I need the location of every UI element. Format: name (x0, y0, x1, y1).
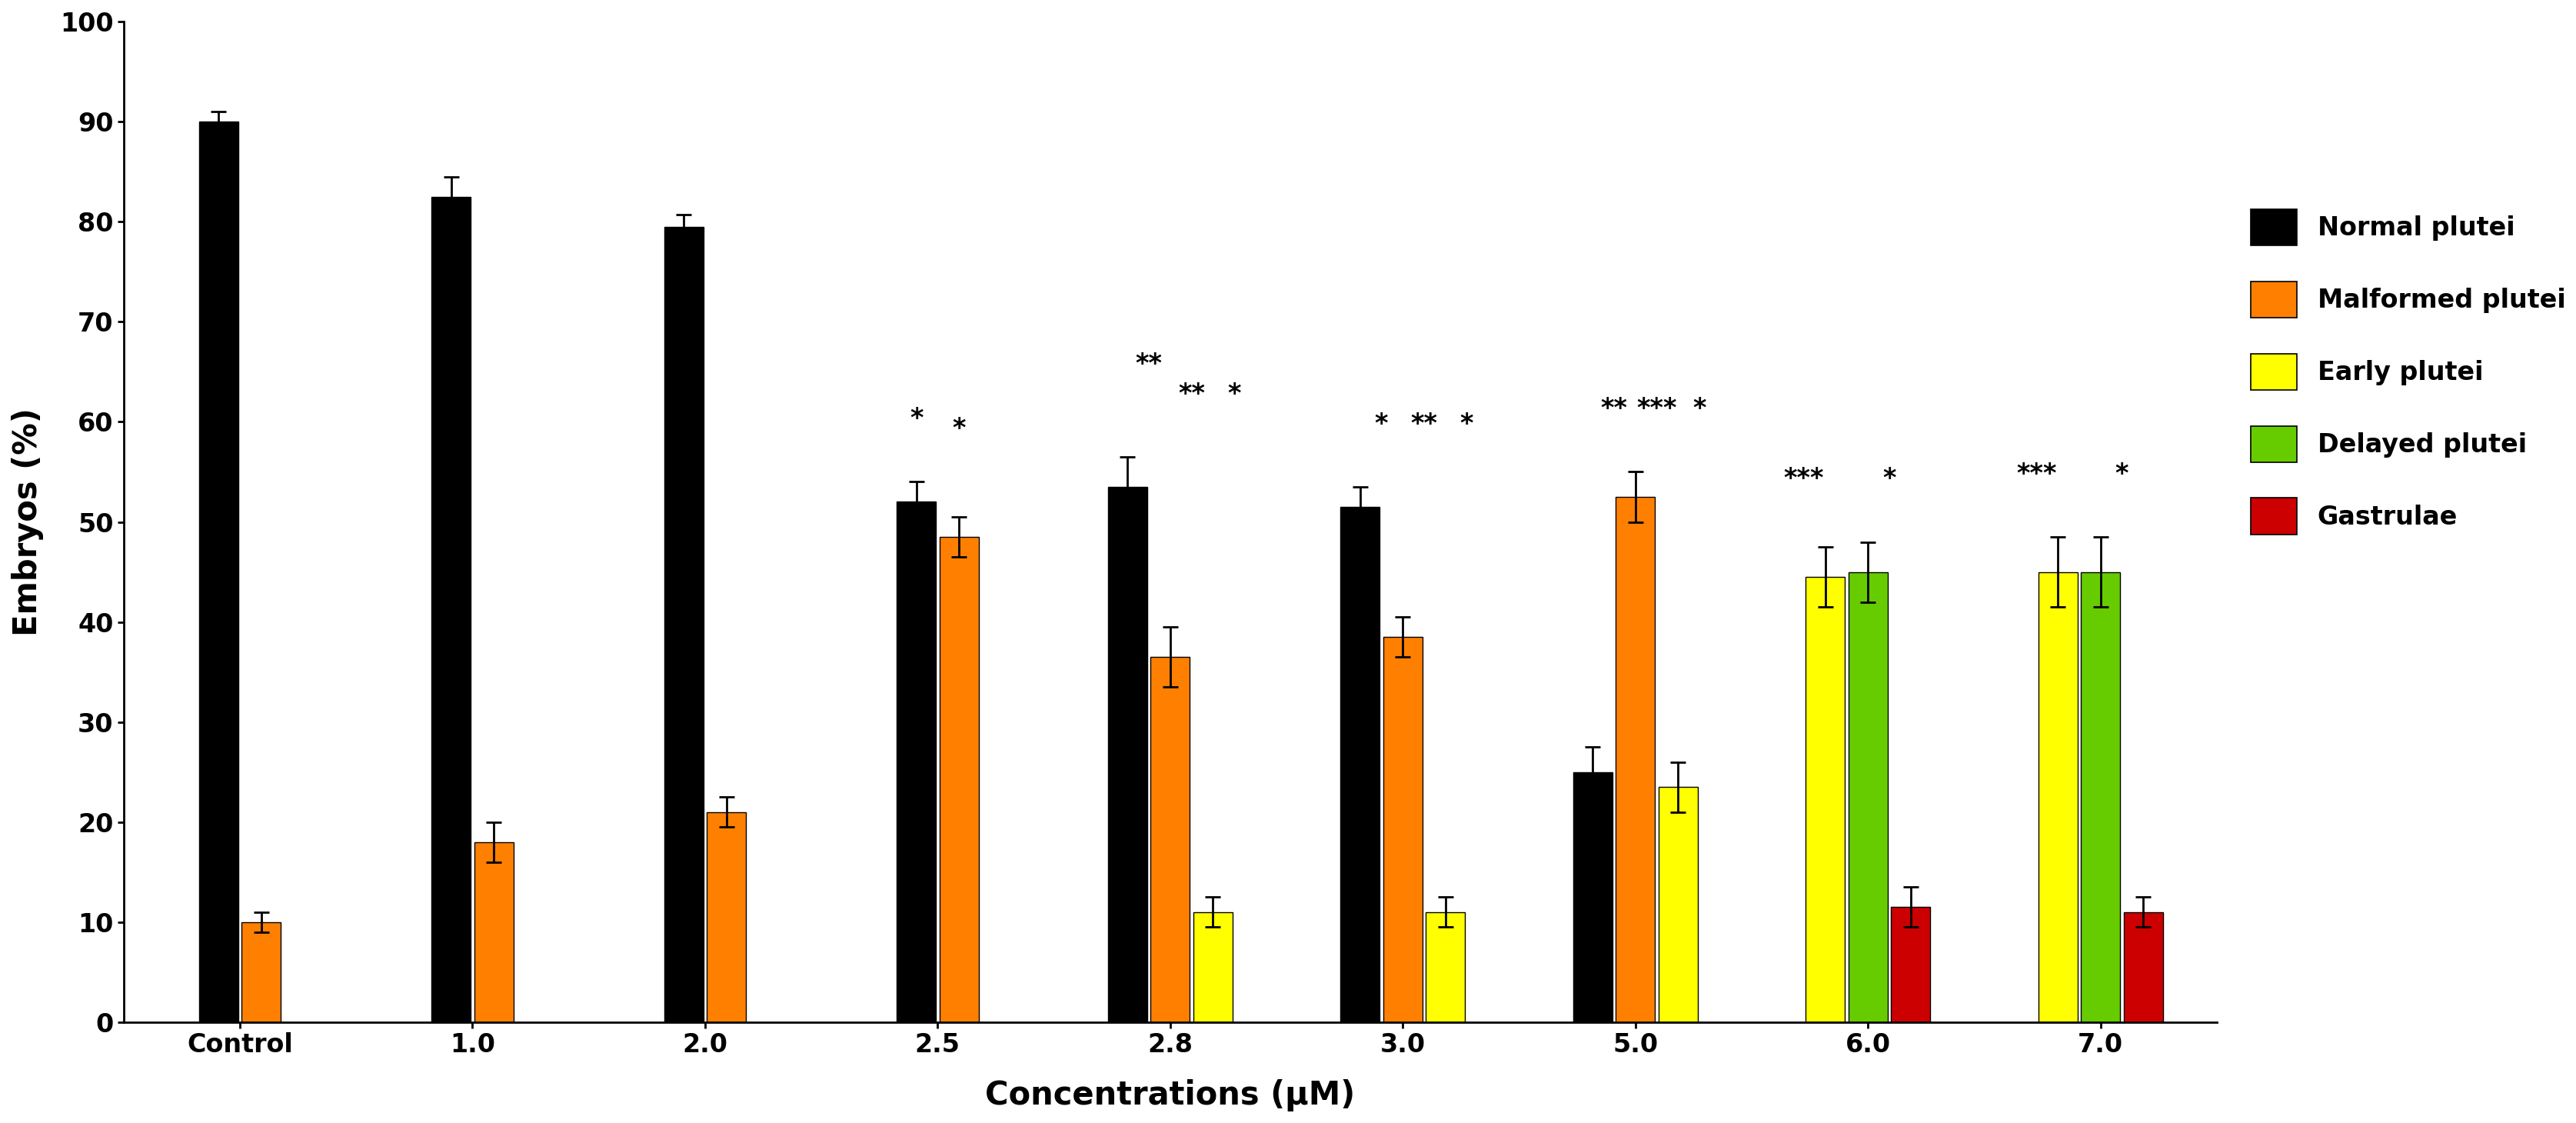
Bar (706, 812, 747, 1022)
Bar (1151, 657, 1190, 1022)
Text: ***: *** (2017, 462, 2056, 487)
Bar (1615, 496, 1654, 1022)
X-axis label: Concentrations (μM): Concentrations (μM) (984, 1079, 1355, 1112)
Text: *: * (1692, 396, 1705, 422)
Bar (940, 537, 979, 1022)
Text: *: * (1883, 466, 1896, 492)
Bar (198, 121, 237, 1022)
Bar (896, 502, 935, 1022)
Text: ***: *** (1783, 466, 1824, 492)
Text: ***: *** (1636, 396, 1677, 422)
Text: **: ** (1412, 411, 1437, 437)
Text: **: ** (1600, 396, 1628, 422)
Bar (1427, 912, 1466, 1022)
Bar (665, 227, 703, 1022)
Bar (433, 197, 471, 1022)
Bar (2123, 912, 2164, 1022)
Bar (242, 922, 281, 1022)
Text: *: * (1226, 382, 1242, 407)
Bar (1891, 907, 1929, 1022)
Y-axis label: Embryos (%): Embryos (%) (10, 408, 44, 636)
Text: *: * (1461, 411, 1473, 437)
Bar (1383, 637, 1422, 1022)
Text: *: * (953, 417, 966, 441)
Text: *: * (1376, 411, 1388, 437)
Bar (1108, 487, 1146, 1022)
Text: *: * (2115, 462, 2128, 487)
Text: **: ** (1136, 351, 1162, 377)
Legend: Normal plutei, Malformed plutei, Early plutei, Delayed plutei, Gastrulae: Normal plutei, Malformed plutei, Early p… (2251, 209, 2566, 535)
Bar (2038, 572, 2076, 1022)
Text: *: * (909, 407, 922, 432)
Bar (1193, 912, 1231, 1022)
Bar (474, 842, 513, 1022)
Text: **: ** (1177, 382, 1206, 407)
Bar (1850, 572, 1888, 1022)
Bar (2081, 572, 2120, 1022)
Bar (1340, 506, 1381, 1022)
Bar (1574, 773, 1613, 1022)
Bar (1659, 787, 1698, 1022)
Bar (1806, 577, 1844, 1022)
